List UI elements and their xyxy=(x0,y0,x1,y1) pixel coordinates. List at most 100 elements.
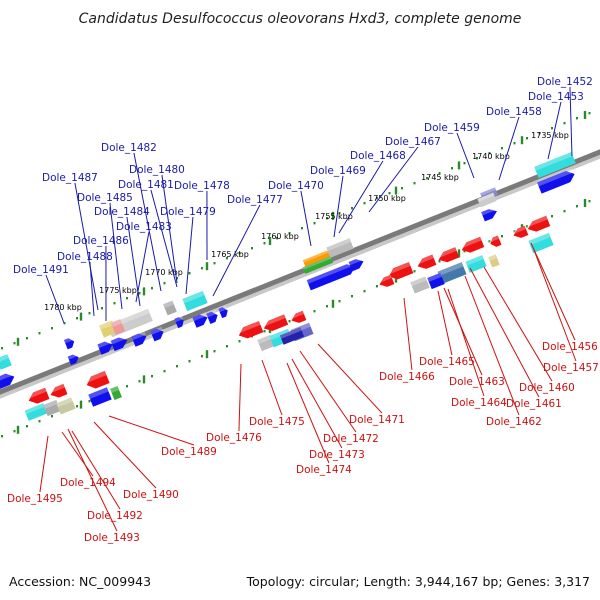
forward-leader-line xyxy=(456,132,475,179)
forward-gene-label: Dole_1491 xyxy=(13,264,69,276)
gene-label-layer: Dole_1452 Dole_1453 Dole_1458 Dole_1459 Dole… xyxy=(7,76,599,544)
track-major-tick xyxy=(520,136,524,145)
reverse-leader-line xyxy=(483,266,553,382)
track-dot xyxy=(213,350,216,353)
kbp-label: 1770 kbp xyxy=(145,268,183,277)
gene-highlight xyxy=(163,300,174,309)
gene-highlight xyxy=(377,274,392,284)
track-major-tick xyxy=(457,249,461,258)
gene-shape xyxy=(437,262,467,284)
reverse-gene-label: Dole_1460 xyxy=(519,382,575,394)
track-major-tick xyxy=(79,312,83,321)
track-major-tick xyxy=(16,337,20,346)
track-layer xyxy=(0,111,600,438)
track-dot xyxy=(588,112,591,115)
reverse-gene-label: Dole_1495 xyxy=(7,493,63,505)
gene-shape xyxy=(388,261,414,280)
reverse-leader-line xyxy=(61,431,94,477)
reverse-gene-label: Dole_1493 xyxy=(84,532,140,544)
track-dot xyxy=(551,127,553,130)
gene-highlight xyxy=(306,261,355,284)
reverse-leader-line xyxy=(261,359,283,416)
gene-highlight xyxy=(534,152,573,171)
gene-highlight xyxy=(0,354,9,363)
reverse-leader-line xyxy=(533,249,577,362)
reverse-gene-label: Dole_1461 xyxy=(506,398,562,410)
track-dot xyxy=(251,247,253,250)
gene-shape xyxy=(302,249,334,267)
gene-shape xyxy=(279,327,305,345)
kbp-label: 1750 kbp xyxy=(368,194,406,203)
gene-highlight xyxy=(427,272,442,282)
track-dot xyxy=(13,430,16,433)
track-major-tick xyxy=(79,400,83,409)
gene-shape xyxy=(461,236,485,253)
gene-glyph xyxy=(279,327,305,345)
kbp-label: 1740 kbp xyxy=(472,152,510,161)
track-dot xyxy=(563,210,566,213)
track-dot xyxy=(488,240,491,243)
gene-shape xyxy=(291,310,307,323)
gene-shape xyxy=(488,254,500,268)
gene-highlight xyxy=(537,168,574,187)
gene-glyph xyxy=(257,334,275,352)
track-dot xyxy=(338,300,341,303)
track-dot xyxy=(213,262,216,265)
gene-highlight xyxy=(459,236,482,249)
gene-shape xyxy=(257,334,275,352)
forward-gene-label: Dole_1488 xyxy=(57,251,113,263)
gene-glyph xyxy=(534,152,576,178)
forward-gene-label: Dole_1469 xyxy=(310,165,366,177)
gene-glyph xyxy=(88,387,112,407)
gene-shape xyxy=(302,256,334,274)
reverse-gene-label: Dole_1474 xyxy=(296,464,352,476)
leader-line-layer xyxy=(39,86,577,532)
track-dot xyxy=(163,370,166,373)
reverse-gene-label: Dole_1475 xyxy=(249,416,305,428)
gene-glyph xyxy=(236,320,264,339)
gene-glyph xyxy=(131,331,147,347)
gene-shape xyxy=(0,354,12,370)
gene-glyph xyxy=(436,247,460,263)
gene-shape xyxy=(131,333,147,347)
reverse-gene-label: Dole_1464 xyxy=(451,397,507,409)
track-major-tick xyxy=(457,161,461,170)
gene-highlight xyxy=(67,352,79,360)
track-dot xyxy=(351,295,353,298)
gene-highlight xyxy=(348,256,363,266)
gene-shape xyxy=(50,383,68,398)
track-dot xyxy=(351,207,353,210)
forward-gene-label: Dole_1453 xyxy=(528,91,584,103)
gene-highlight xyxy=(436,247,457,259)
track-major-tick xyxy=(205,350,209,359)
track-dot xyxy=(513,230,516,233)
reverse-leader-line xyxy=(403,297,413,371)
track-dot xyxy=(88,312,91,315)
gene-shape xyxy=(86,370,110,389)
track-dot xyxy=(288,320,291,323)
reverse-gene-label: Dole_1489 xyxy=(161,446,217,458)
forward-gene-label: Dole_1478 xyxy=(174,180,230,192)
gene-glyph xyxy=(174,315,184,329)
gene-glyph xyxy=(481,206,497,222)
track-dot xyxy=(126,297,128,300)
gene-highlight xyxy=(488,254,498,261)
forward-gene-label: Dole_1484 xyxy=(94,206,150,218)
gene-glyph xyxy=(377,274,395,287)
reverse-leader-line xyxy=(93,421,157,489)
gene-glyph xyxy=(427,272,445,290)
gene-glyph xyxy=(26,387,50,404)
gene-glyph xyxy=(488,235,502,247)
gene-shape xyxy=(348,259,364,272)
track-dot xyxy=(163,282,166,285)
track-dot xyxy=(413,182,416,185)
kbp-label: 1765 kbp xyxy=(211,250,249,259)
forward-leader-line xyxy=(338,160,384,234)
track-major-tick xyxy=(205,262,209,271)
gene-glyph xyxy=(302,249,334,267)
forward-gene-label: Dole_1468 xyxy=(350,150,406,162)
gene-shape xyxy=(63,338,75,350)
gene-glyph xyxy=(410,276,430,294)
track-dot xyxy=(1,435,3,438)
gene-highlight xyxy=(218,305,228,313)
